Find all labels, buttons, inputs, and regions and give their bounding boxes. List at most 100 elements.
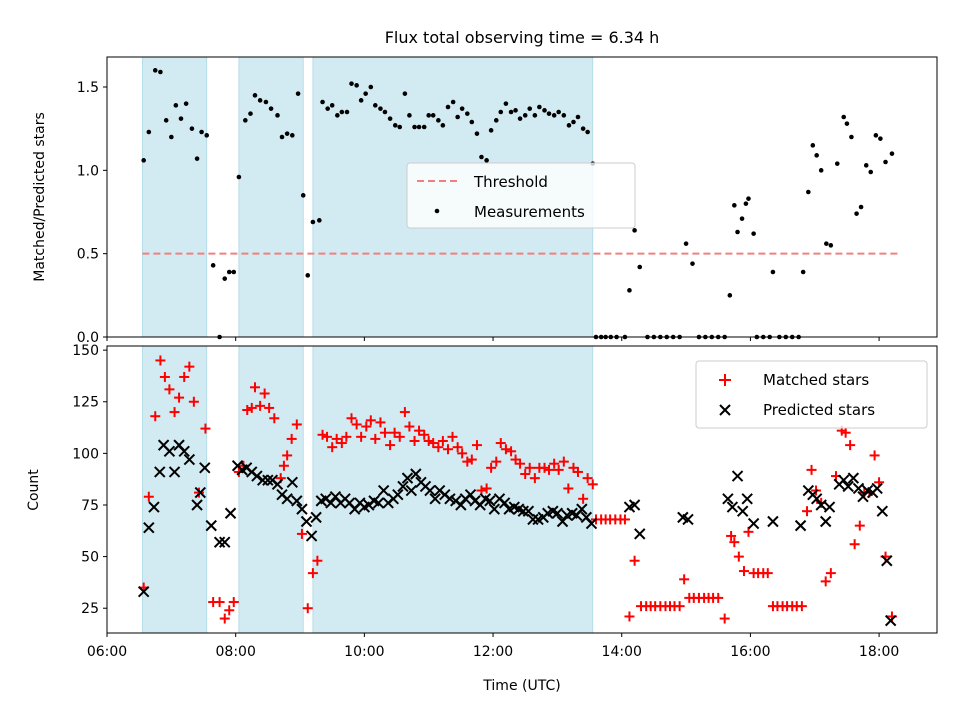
- measurement-point: [469, 119, 475, 125]
- measurement-point: [732, 203, 737, 208]
- matched-star-point: [619, 514, 630, 525]
- measurement-point: [561, 113, 567, 118]
- measurement-point: [498, 109, 504, 115]
- measurement-point: [421, 124, 427, 130]
- predicted-star-point: [522, 505, 535, 517]
- measurement-point: [683, 241, 689, 246]
- measurement-point: [824, 241, 829, 246]
- bottom-x-tick-label: 06:00: [87, 644, 127, 660]
- measurement-point: [690, 261, 695, 266]
- measurement-point: [868, 169, 874, 175]
- matched-star-point: [539, 462, 550, 473]
- matched-star-point: [437, 435, 448, 446]
- top-shaded-interval: [141, 56, 208, 338]
- bottom-legend: Matched stars Predicted stars: [695, 360, 928, 429]
- matched-star-point: [370, 433, 381, 444]
- measurement-point: [542, 108, 547, 113]
- matched-star-point: [159, 371, 170, 382]
- predicted-star-point: [741, 493, 753, 505]
- measurement-point: [178, 116, 184, 121]
- measurement-point: [571, 119, 576, 125]
- matched-star-point: [394, 431, 405, 442]
- predicted-star-point: [281, 493, 293, 505]
- measurement-point: [300, 193, 306, 198]
- predicted-star-point: [397, 480, 409, 493]
- measurement-point: [407, 113, 412, 118]
- bottom-axes-frame: [106, 345, 938, 634]
- matched-star-point: [544, 464, 555, 475]
- matched-star-point: [719, 613, 730, 624]
- matched-star-point: [169, 407, 180, 418]
- predicted-star-point: [628, 499, 641, 511]
- predicted-star-point: [194, 486, 207, 499]
- measurement-point: [199, 129, 204, 135]
- predicted-star-point: [271, 478, 284, 491]
- matched-star-point: [351, 419, 362, 430]
- measurement-point: [183, 101, 189, 106]
- matched-star-point: [726, 530, 737, 541]
- matched-star-point: [495, 438, 506, 449]
- matched-star-point: [249, 382, 260, 393]
- measurement-point: [800, 269, 806, 275]
- predicted-star-point: [585, 517, 598, 530]
- predicted-star-point: [576, 503, 588, 515]
- top-chart-title: Flux total observing time = 6.34 h: [385, 28, 660, 47]
- matched-star-point: [409, 435, 420, 446]
- measurement-point: [546, 111, 552, 116]
- matched-star-point: [869, 450, 880, 461]
- predicted-star-point: [401, 472, 414, 484]
- measurement-point: [810, 143, 816, 148]
- predicted-star-point: [262, 474, 274, 486]
- measurement-point: [325, 106, 330, 111]
- bottom-x-ticks: 06:00 08:00 10:00 12:00 14:00 16:00 18:00: [87, 633, 899, 660]
- measurement-point: [226, 269, 232, 275]
- predicted-star-point: [286, 476, 299, 488]
- matched-star-point: [572, 466, 583, 477]
- matched-star-point: [549, 458, 560, 469]
- matched-star-point: [481, 483, 492, 494]
- measurement-point: [305, 273, 311, 278]
- predicted-star-point: [219, 536, 231, 548]
- measurement-point: [844, 121, 850, 126]
- predicted-star-point: [154, 466, 166, 478]
- measurement-point: [279, 134, 285, 140]
- measurement-point: [889, 151, 895, 156]
- predicted-star-point: [488, 503, 501, 515]
- matched-star-point: [563, 483, 574, 494]
- measurement-point: [814, 153, 819, 158]
- matched-star-point: [255, 400, 266, 411]
- matched-star-point: [307, 568, 318, 579]
- measurement-point: [363, 91, 368, 96]
- predicted-star-point: [871, 482, 883, 495]
- matched-star-point: [729, 537, 740, 548]
- predicted-star-point: [410, 468, 422, 480]
- measurement-point: [344, 109, 350, 115]
- matched-star-point: [762, 568, 773, 579]
- measurement-point: [746, 196, 751, 201]
- predicted-star-point: [377, 484, 390, 497]
- predicted-star-point: [455, 499, 467, 511]
- predicted-star-point: [852, 482, 865, 495]
- measurement-point: [204, 133, 210, 138]
- bottom-shaded-interval: [238, 345, 304, 634]
- matched-star-point: [529, 473, 540, 484]
- predicted-stars-legend-swatch: [719, 404, 731, 416]
- measurement-point: [146, 129, 152, 135]
- predicted-star-point: [205, 519, 217, 532]
- measurement-point: [426, 113, 432, 118]
- measurement-point: [387, 116, 393, 121]
- predicted-star-point: [731, 470, 744, 482]
- predicted-star-point: [736, 505, 749, 517]
- measurement-point: [169, 134, 174, 140]
- predicted-star-point: [424, 484, 436, 497]
- top-axes-frame: [106, 56, 938, 338]
- top-panel: 0.0 0.5 1.0 1.5 Matched/Predicted stars Thr…: [32, 56, 938, 346]
- predicted-star-point: [747, 517, 760, 530]
- measurement-point: [522, 113, 528, 118]
- predicted-star-point: [168, 466, 181, 478]
- measurement-point: [275, 113, 280, 118]
- predicted-star-point: [527, 513, 539, 526]
- measurement-point: [290, 133, 295, 138]
- matched-star-point: [558, 456, 569, 467]
